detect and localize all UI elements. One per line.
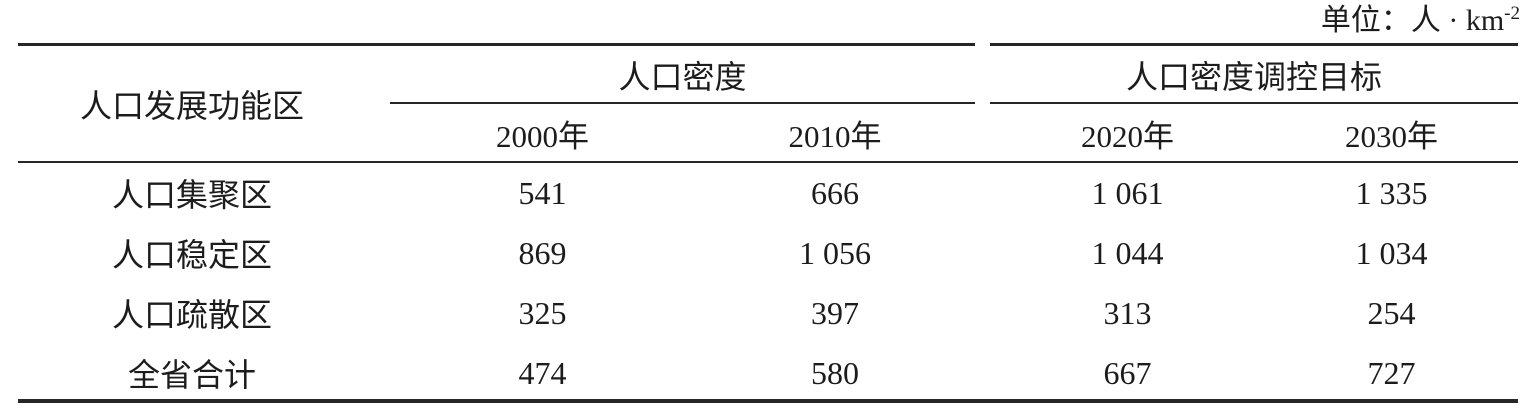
year-header-2030: 2030年 [1345,119,1438,154]
table-top-rule-left [18,43,975,46]
unit-text: 单位：人 · km [1320,4,1505,37]
group-spanner-rule-left [390,102,975,104]
cell-value: 541 [518,174,567,211]
cell-value: 666 [811,174,859,211]
cell-value: 397 [811,294,859,331]
cell-value: 1 044 [1091,234,1164,271]
year-header-2020: 2020年 [1081,119,1174,154]
table-bottom-rule [18,399,1518,403]
row-label: 全省合计 [127,357,256,393]
cell-value: 474 [518,354,567,391]
group-spanner-rule-right [990,102,1518,104]
cell-value: 313 [1103,294,1152,331]
group-header-density: 人口密度 [618,58,747,95]
group-header-target: 人口密度调控目标 [1125,58,1382,95]
cell-value: 1 056 [799,234,871,271]
cell-value: 727 [1367,354,1416,391]
cell-value: 254 [1367,294,1416,331]
row-label: 人口集聚区 [111,177,272,213]
population-density-table: 人口发展功能区 人口密度 人口密度调控目标 2000年 2010年 2020年 … [18,45,1518,403]
table-top-rule-right [990,43,1518,46]
cell-value: 1 335 [1355,174,1428,211]
corner-header: 人口发展功能区 [79,88,304,124]
cell-value: 325 [518,294,567,331]
unit-exponent: -2 [1504,3,1520,24]
cell-value: 1 034 [1355,234,1428,271]
header-separator-rule [18,161,1518,163]
unit-label: 单位：人 · km-2 [1321,2,1520,40]
year-header-2010: 2010年 [788,119,882,154]
cell-value: 580 [811,354,859,391]
cell-value: 667 [1103,354,1152,391]
cell-value: 1 061 [1091,174,1164,211]
cell-value: 869 [518,234,567,271]
row-label: 人口疏散区 [111,297,272,333]
row-label: 人口稳定区 [111,237,272,273]
year-header-2000: 2000年 [496,119,589,154]
